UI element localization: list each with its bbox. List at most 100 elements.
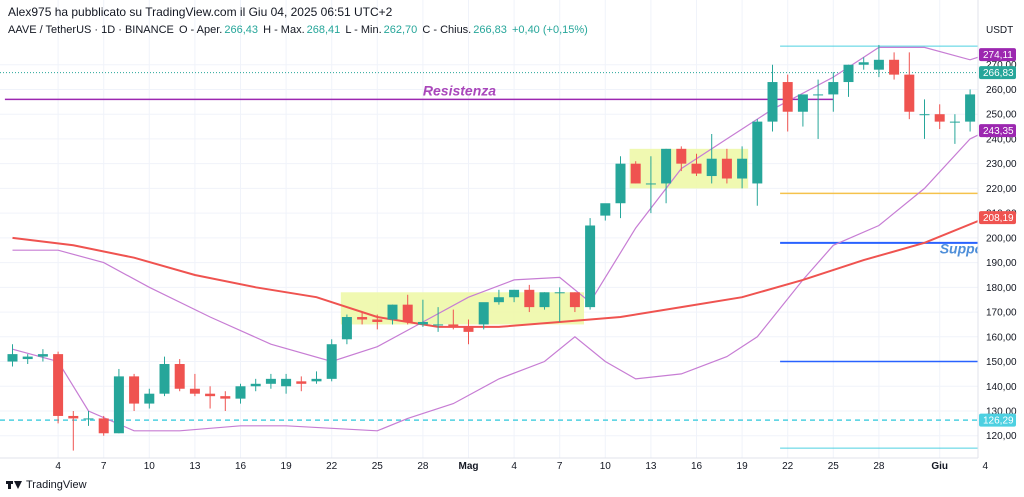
candle-body [341, 317, 352, 340]
candle [357, 312, 368, 325]
candle [949, 114, 960, 144]
price-tag-bg [979, 48, 1016, 62]
tradingview-logo-icon [6, 480, 22, 490]
high-value: 268,41 [306, 24, 341, 36]
candle-body [417, 321, 428, 325]
candle [53, 351, 64, 424]
candle [417, 299, 428, 327]
candle [433, 307, 444, 332]
candle-body [205, 393, 216, 397]
candle [630, 161, 641, 184]
candle [615, 156, 626, 219]
candle [174, 359, 185, 392]
x-tick-label: 4 [55, 461, 61, 472]
price-tag-label: 266,83 [983, 68, 1014, 79]
candle [22, 354, 33, 365]
candle [554, 287, 565, 322]
candle [782, 74, 793, 132]
price-tag-label: 274,11 [983, 50, 1013, 61]
candle-body [630, 163, 641, 184]
candle [281, 373, 292, 394]
candle-body [235, 386, 246, 399]
bollinger-upper-band [12, 46, 978, 363]
y-tick-label: 180,00 [986, 283, 1017, 294]
candle-body [402, 304, 413, 322]
candle-body [919, 114, 930, 116]
candle [387, 304, 398, 325]
candle [372, 314, 383, 330]
candle-body [250, 383, 261, 387]
price-tag-bg [979, 413, 1016, 427]
candle [904, 52, 915, 120]
candle-body [433, 324, 444, 326]
candle [7, 344, 18, 367]
candle [767, 64, 778, 132]
candle-body [220, 396, 231, 399]
x-tick-label: 28 [873, 461, 885, 472]
close-label: C - Chius. [422, 24, 472, 36]
candle-body [509, 289, 520, 298]
candle [326, 339, 337, 382]
candle-body [159, 364, 170, 394]
price-tag-label: 243,35 [983, 126, 1014, 137]
y-tick-label: 260,00 [986, 85, 1017, 96]
candle [524, 284, 535, 313]
x-tick-label: 16 [691, 461, 703, 472]
x-tick-label: 19 [737, 461, 749, 472]
brand-label: TradingView [26, 479, 87, 491]
candle-body [326, 344, 337, 379]
candle [463, 319, 474, 345]
bollinger-lower-band [12, 134, 978, 432]
candle-body [357, 317, 368, 320]
candle-body [676, 148, 687, 164]
y-tick-label: 160,00 [986, 332, 1017, 343]
candle [83, 411, 94, 426]
x-tick-label: Mag [459, 461, 479, 472]
candle [813, 79, 824, 139]
y-tick-label: 230,00 [986, 159, 1017, 170]
candle-body [113, 376, 124, 434]
x-tick-label: Giu [931, 461, 948, 472]
candle-body [265, 378, 276, 384]
candle-body [53, 354, 64, 416]
candle [645, 156, 656, 214]
candle-body [448, 324, 459, 327]
ohlc-header: AAVE / TetherUS · 1D · BINANCE O - Aper.… [8, 24, 590, 36]
y-tick-label: 170,00 [986, 308, 1017, 319]
candle-body [843, 64, 854, 83]
candle-body [706, 158, 717, 177]
low-label: L - Min. [345, 24, 382, 36]
candle [752, 119, 763, 206]
y-tick-label: 190,00 [986, 258, 1017, 269]
candle [341, 314, 352, 345]
candle [296, 376, 307, 392]
candle-body [281, 378, 292, 387]
candle-body [782, 82, 793, 112]
x-tick-label: 22 [326, 461, 338, 472]
candle-body [296, 381, 307, 384]
y-tick-label: 130,00 [986, 407, 1017, 418]
x-tick-label: 19 [281, 461, 293, 472]
price-tag-bg [979, 66, 1016, 80]
price-tag-label: 126,29 [983, 416, 1014, 427]
candle [889, 52, 900, 80]
candle-body [752, 121, 763, 184]
candle-body [767, 82, 778, 122]
y-tick-label: 270,00 [986, 60, 1017, 71]
candle-body [615, 163, 626, 204]
candle [965, 89, 976, 132]
candle-body [189, 388, 200, 394]
y-tick-label: 220,00 [986, 184, 1017, 195]
candle-body [813, 94, 824, 96]
candle [250, 378, 261, 392]
candle-body [600, 203, 611, 216]
resistance-label: Resistenza [423, 82, 496, 98]
tradingview-brand[interactable]: TradingView [6, 479, 87, 491]
candle-body [569, 292, 580, 308]
close-value: 266,83 [473, 24, 507, 36]
candle-body [68, 415, 79, 419]
x-tick-label: 25 [828, 461, 840, 472]
candle-body [949, 121, 960, 123]
candle-body [524, 289, 535, 308]
